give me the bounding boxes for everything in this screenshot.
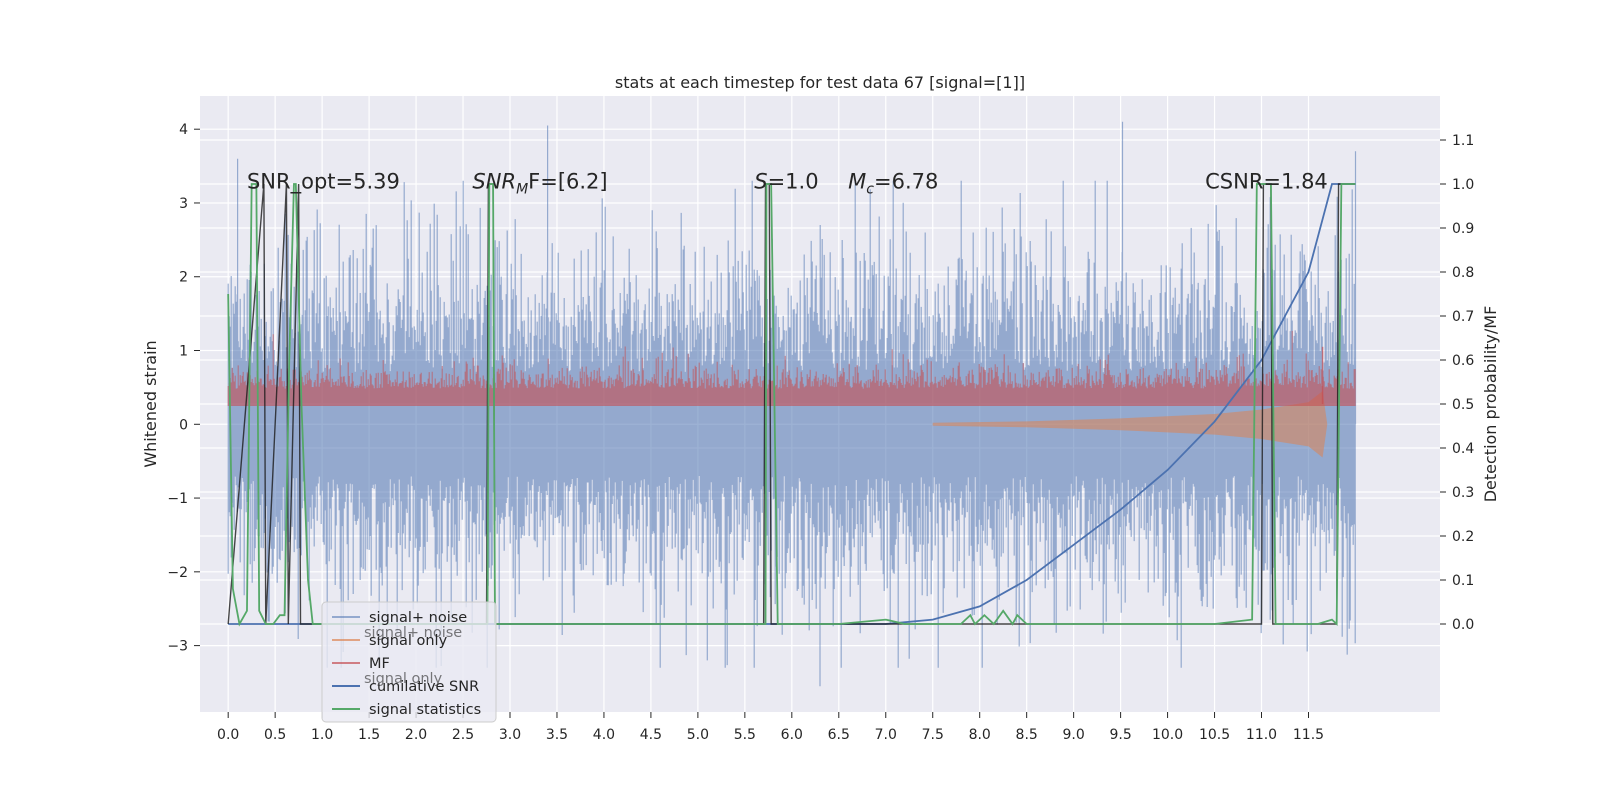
x-tick-label: 9.0 <box>1063 727 1085 743</box>
x-tick-label: 6.5 <box>828 727 850 743</box>
x-tick-label: 10.5 <box>1199 727 1230 743</box>
legend-label: signal+ noise <box>369 610 467 626</box>
y-left-tick-label: −3 <box>167 639 188 655</box>
series-signal-statistics <box>227 183 1356 627</box>
y-right-tick-label: 0.1 <box>1452 573 1474 589</box>
legend-ghost-label: signal+ noise <box>364 625 462 641</box>
x-tick-label: 7.5 <box>922 727 944 743</box>
y-axis-right-ticks: 1.1 1.0 0.9 0.8 0.7 0.6 0.5 0.4 0.3 0.2 0.1 0.0 <box>1440 133 1474 633</box>
y-right-tick-label: 1.0 <box>1452 177 1474 193</box>
y-axis-right-label: Detection probability/MF <box>1481 306 1500 503</box>
legend-ghost-label: signal only <box>364 671 443 687</box>
annotation: Mc=6.78 <box>848 169 938 197</box>
x-tick-label: 0.0 <box>217 727 239 743</box>
y-right-tick-label: 0.0 <box>1452 617 1474 633</box>
y-axis-left-label: Whitened strain <box>141 340 160 467</box>
y-left-tick-label: 0 <box>179 417 188 433</box>
legend-label: cumilative SNR <box>369 679 479 695</box>
y-right-tick-label: 0.3 <box>1452 485 1474 501</box>
y-left-tick-label: 2 <box>179 270 188 286</box>
x-tick-label: 10.0 <box>1152 727 1183 743</box>
x-tick-label: 6.0 <box>781 727 803 743</box>
y-left-tick-label: −1 <box>167 491 188 507</box>
annotation: SNRMF=[6.2] <box>472 169 607 197</box>
x-tick-label: 4.5 <box>640 727 662 743</box>
x-tick-label: 1.5 <box>358 727 380 743</box>
x-tick-label: 2.0 <box>405 727 427 743</box>
y-right-tick-label: 0.9 <box>1452 221 1474 237</box>
y-right-tick-label: 0.2 <box>1452 529 1474 545</box>
x-tick-label: 0.5 <box>264 727 286 743</box>
y-left-tick-label: −2 <box>167 565 188 581</box>
y-right-tick-label: 0.4 <box>1452 441 1474 457</box>
x-tick-label: 11.5 <box>1293 727 1324 743</box>
legend-label: MF <box>369 656 390 672</box>
x-tick-label: 3.0 <box>499 727 521 743</box>
annotation: S=1.0 <box>754 169 818 193</box>
x-tick-label: 7.0 <box>875 727 897 743</box>
x-tick-label: 8.0 <box>969 727 991 743</box>
y-right-tick-label: 0.8 <box>1452 265 1474 281</box>
y-left-tick-label: 4 <box>179 122 188 138</box>
y-axis-left-ticks: 4 3 2 1 0 −1 −2 −3 <box>167 122 200 655</box>
mf-trace <box>227 330 1356 406</box>
signal-only-fill <box>932 391 1328 458</box>
signal-statistics-line <box>227 183 1356 627</box>
x-tick-label: 4.0 <box>593 727 615 743</box>
annotation: CSNR=1.84 <box>1205 169 1328 193</box>
legend-label: signal statistics <box>369 702 481 718</box>
x-axis-ticks: 0.0 0.5 1.0 1.5 2.0 2.5 3.0 3.5 4.0 4.5 5.0 5.5 6.0 6… <box>217 712 1324 743</box>
x-tick-label: 5.0 <box>687 727 709 743</box>
y-right-tick-label: 1.1 <box>1452 133 1474 149</box>
x-tick-label: 1.0 <box>311 727 333 743</box>
y-right-tick-label: 0.5 <box>1452 397 1474 413</box>
x-tick-label: 9.5 <box>1109 727 1131 743</box>
x-tick-label: 3.5 <box>546 727 568 743</box>
annotation: SNR_opt=5.39 <box>247 169 400 194</box>
y-right-tick-label: 0.6 <box>1452 353 1474 369</box>
x-tick-label: 2.5 <box>452 727 474 743</box>
chart-title: stats at each timestep for test data 67 … <box>615 73 1025 92</box>
y-right-tick-label: 0.7 <box>1452 309 1474 325</box>
x-tick-label: 8.5 <box>1016 727 1038 743</box>
series-mf <box>227 330 1356 406</box>
x-tick-label: 5.5 <box>734 727 756 743</box>
legend-label: signal only <box>369 633 448 649</box>
y-left-tick-label: 3 <box>179 196 188 212</box>
x-tick-label: 11.0 <box>1246 727 1277 743</box>
annotations: SNR_opt=5.39 SNRMF=[6.2] S=1.0 Mc=6.78 CSNR=… <box>247 169 1328 197</box>
series-signal-only <box>932 391 1328 458</box>
legend-box <box>321 601 497 723</box>
y-left-tick-label: 1 <box>179 344 188 360</box>
